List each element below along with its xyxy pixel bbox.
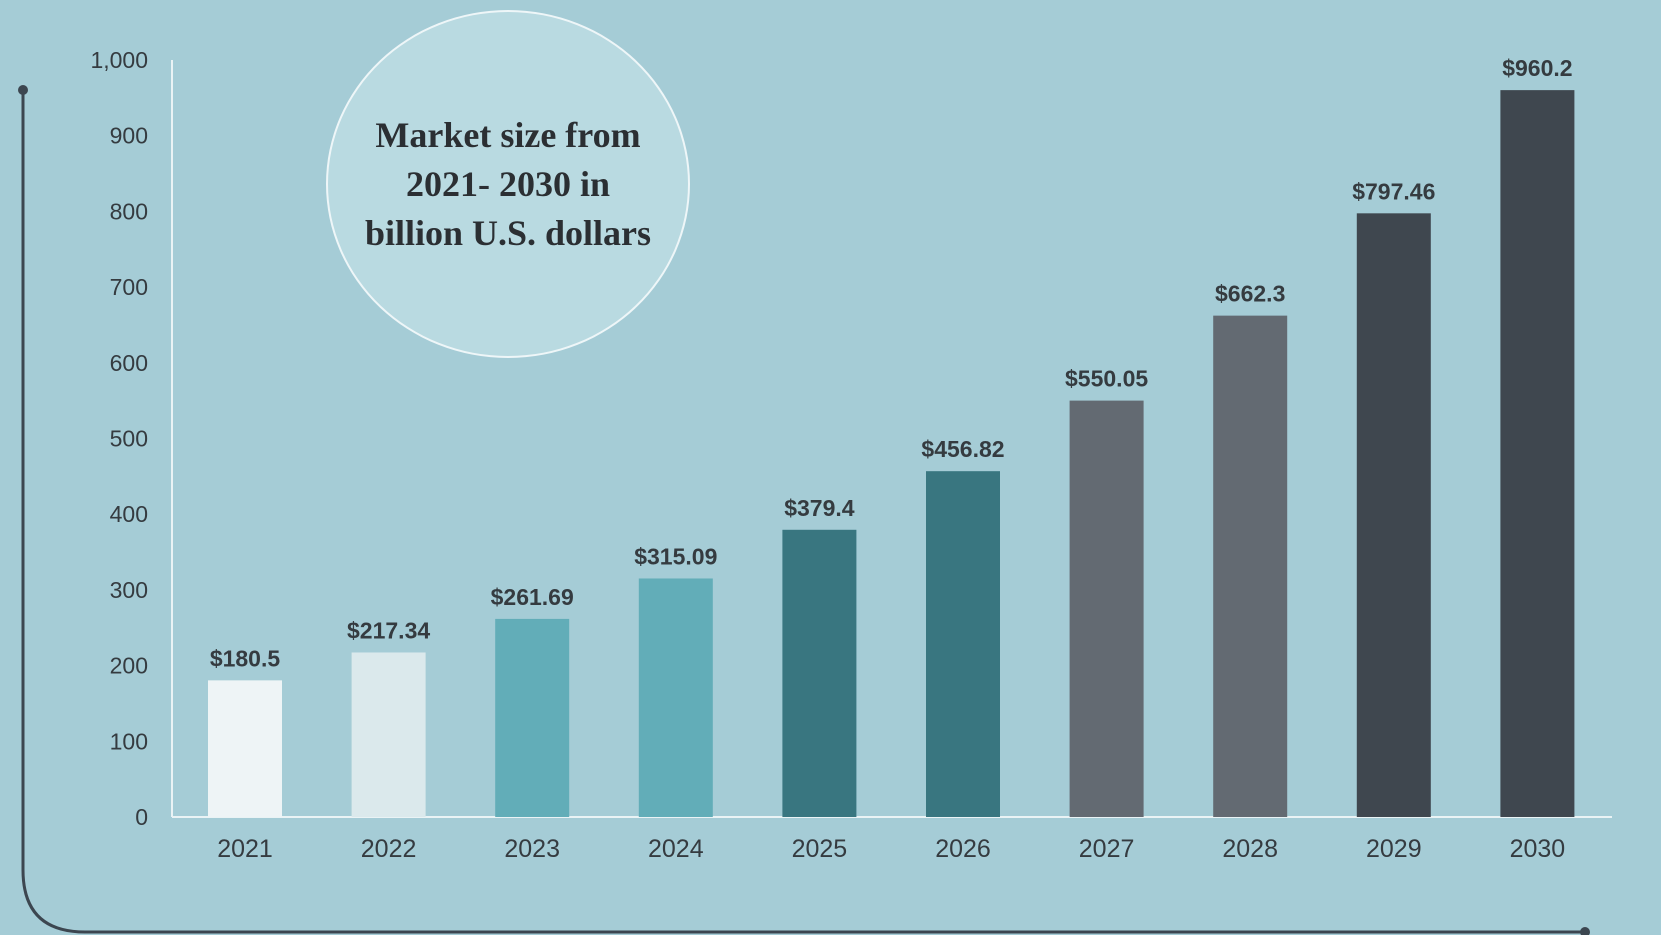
decorative-frame-line	[21, 90, 1585, 934]
y-tick-label: 900	[110, 123, 148, 149]
y-tick-label: 1,000	[90, 47, 148, 73]
data-label: $217.34	[347, 617, 430, 643]
bar	[1500, 90, 1575, 817]
x-tick-label: 2026	[935, 835, 991, 863]
x-tick-label: 2028	[1222, 835, 1278, 863]
data-label: $960.2	[1502, 55, 1572, 81]
y-tick-label: 600	[110, 350, 148, 376]
frame-dot-top	[18, 85, 28, 95]
chart-title: Market size from 2021- 2030 in billion U…	[364, 114, 652, 253]
y-tick-label: 400	[110, 501, 148, 527]
bar	[1069, 400, 1144, 817]
x-tick-label: 2024	[648, 835, 704, 863]
y-tick-label: 300	[110, 577, 148, 603]
bar	[782, 529, 857, 817]
bar	[1356, 213, 1431, 818]
data-label: $550.05	[1065, 366, 1148, 392]
bar	[495, 618, 570, 817]
title-circle: Market size from 2021- 2030 in billion U…	[326, 10, 690, 358]
bars-layer: $180.5 2021 $217.34 2022 $261.69 2023 $315.09 2…	[208, 55, 1575, 863]
y-tick-label: 800	[110, 198, 148, 224]
data-label: $662.3	[1215, 281, 1285, 307]
x-tick-label: 2021	[217, 835, 273, 863]
x-tick-label: 2023	[504, 835, 560, 863]
data-label: $456.82	[921, 436, 1004, 462]
y-tick-label: 700	[110, 274, 148, 300]
bar	[1213, 315, 1288, 817]
data-label: $315.09	[634, 543, 717, 569]
x-tick-label: 2030	[1510, 835, 1566, 863]
y-tick-label: 200	[110, 653, 148, 679]
x-tick-label: 2027	[1079, 835, 1135, 863]
x-tick-label: 2025	[792, 835, 848, 863]
bar	[351, 652, 426, 817]
frame-dot-right	[1580, 927, 1590, 935]
bar	[208, 680, 282, 817]
x-tick-label: 2029	[1366, 835, 1422, 863]
y-tick-label: 500	[110, 426, 148, 452]
data-label: $797.46	[1352, 178, 1435, 204]
data-label: $379.4	[784, 495, 855, 521]
y-tick-label: 100	[110, 728, 148, 754]
data-label: $261.69	[491, 584, 574, 610]
y-tick-label: 0	[135, 804, 148, 830]
bar	[926, 471, 1000, 817]
data-label: $180.5	[210, 645, 281, 671]
x-tick-label: 2022	[361, 835, 417, 863]
bar	[638, 578, 713, 817]
